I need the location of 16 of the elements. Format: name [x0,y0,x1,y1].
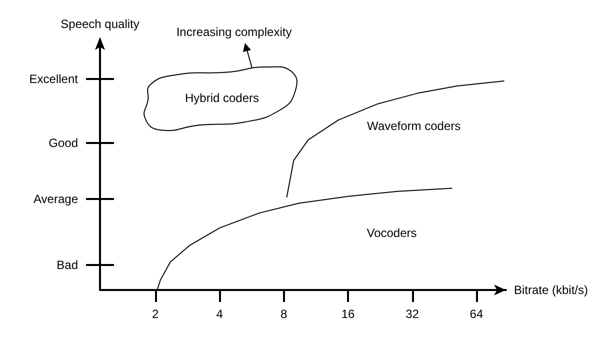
x-tick-label: 2 [152,307,160,321]
text: Bad [56,258,78,272]
x-tick-label: 32 [406,307,420,321]
x-tick-label: 16 [341,307,356,321]
text: Excellent [29,72,79,86]
text: Average [34,192,78,206]
text: Increasing complexity [176,25,292,39]
text: Vocoders [366,226,417,240]
x-tick-label: 8 [280,307,288,321]
series-label: Waveform coders [367,118,461,133]
annotation: Hybrid coders [184,91,260,105]
y-axis-title: Speech quality [60,17,140,31]
text: Good [48,136,78,150]
x-tick-label: 4 [216,307,224,321]
x-tick-label: 64 [470,307,484,321]
x-axis-title: Bitrate (kbit/s) [514,283,588,297]
